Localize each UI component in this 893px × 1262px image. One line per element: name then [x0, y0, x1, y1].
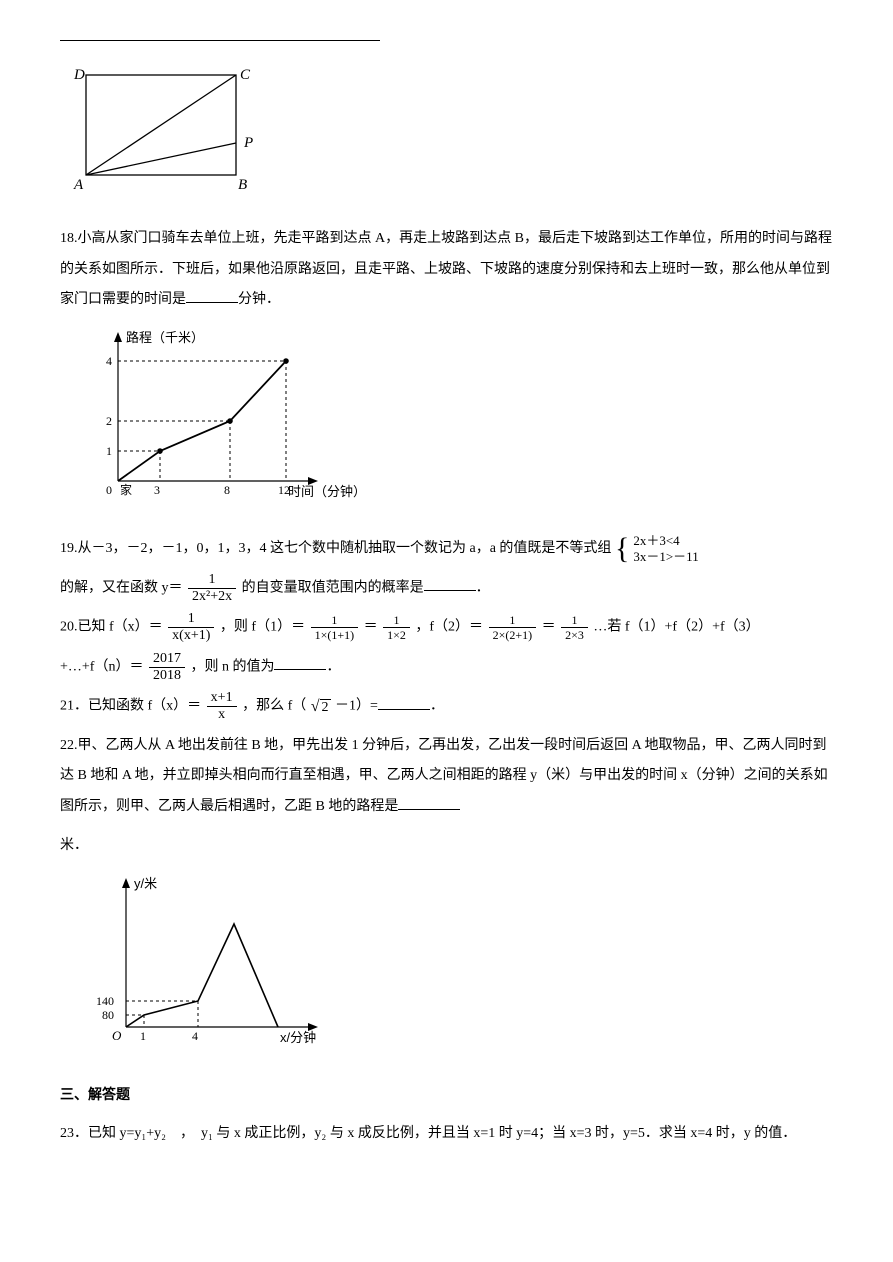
q18-ylabel: 路程（千米） [126, 330, 204, 345]
q22-tail-text: 米． [60, 838, 88, 853]
q20-line2b: ，则 n 的值为 [190, 659, 274, 674]
svg-text:4: 4 [192, 1029, 198, 1043]
svg-text:140: 140 [96, 994, 114, 1008]
q19-ineq-2: 3x－1>－11 [633, 549, 698, 565]
q21-pre: 21．已知函数 f（x）＝ [60, 699, 201, 714]
question-22-tail: 米． [60, 831, 833, 862]
q20-pre: 20.已知 f（x）＝ [60, 620, 163, 635]
label-C: C [240, 67, 251, 83]
label-P: P [243, 135, 253, 151]
q20-mid2: ，f（2）＝ [415, 620, 483, 635]
svg-text:3: 3 [154, 483, 160, 497]
rect-svg: D C P A B [66, 65, 261, 197]
q21-post: －1）= [335, 699, 378, 714]
label-A: A [73, 177, 84, 193]
q20-tail: ． [326, 659, 340, 674]
q20-f3: 11×2 [383, 614, 410, 641]
svg-text:4: 4 [106, 354, 112, 368]
q22-blank [398, 795, 460, 810]
q22-chart-svg: y/米 x/分钟 O 80 140 1 4 [78, 872, 348, 1052]
svg-text:8: 8 [224, 483, 230, 497]
q19-pre: 19.从－3，－2，－1，0，1，3，4 这七个数中随机抽取一个数记为 a，a … [60, 541, 611, 556]
q20-mid1: ，则 f（1）＝ [220, 620, 305, 635]
q21-tail: ． [430, 699, 444, 714]
svg-text:1: 1 [140, 1029, 146, 1043]
figure-rectangle-acbd: D C P A B [66, 65, 833, 210]
svg-text:12: 12 [278, 483, 290, 497]
q18-blank [186, 288, 238, 303]
q19-post: 的自变量取值范围内的概率是 [242, 580, 424, 595]
q18-chart-svg: 路程（千米） 时间（分钟） 0 家 1 2 4 3 8 12 [78, 326, 378, 506]
q20-line2a: +…+f（n）＝ [60, 659, 143, 674]
q20-eq2: ＝ [542, 620, 556, 635]
q20-dots: …若 f（1）+f（2）+f（3） [593, 620, 759, 635]
section-3-heading: 三、解答题 [60, 1079, 833, 1110]
q20-f6: 20172018 [149, 652, 185, 683]
q20-blank [274, 655, 326, 670]
q22-ylabel: y/米 [134, 876, 157, 891]
q20-f2: 11×(1+1) [311, 614, 359, 641]
q21-mid: ，那么 f（ [242, 699, 306, 714]
q19-inequality-system: { 2x＋3<4 3x－1>－11 [615, 533, 699, 564]
q21-blank [378, 694, 430, 709]
question-20-line2: +…+f（n）＝ 20172018 ，则 n 的值为 ． [60, 652, 833, 684]
header-rule [60, 40, 380, 41]
question-21: 21．已知函数 f（x）＝ x+1x ，那么 f（ √2 －1）= ． [60, 691, 833, 723]
label-B: B [238, 177, 247, 193]
question-19: 19.从－3，－2，－1，0，1，3，4 这七个数中随机抽取一个数记为 a，a … [60, 533, 833, 565]
question-19-line2: 的解，又在函数 y＝ 12x²+2x 的自变量取值范围内的概率是 ． [60, 573, 833, 605]
q18-text: 18.小高从家门口骑车去单位上班，先走平路到达点 A，再走上坡路到达点 B，最后… [60, 231, 832, 308]
question-20-line1: 20.已知 f（x）＝ 1x(x+1) ，则 f（1）＝ 11×(1+1) ＝ … [60, 612, 833, 644]
q18-xlabel: 时间（分钟） [288, 484, 366, 499]
q22-origin-O: O [112, 1028, 122, 1043]
q22-xlabel: x/分钟 [280, 1030, 316, 1045]
svg-text:2: 2 [106, 414, 112, 428]
question-23: 23．已知 y=y₁+y₂ ， y₁ 与 x 成正比例，y₂ 与 x 成反比例，… [60, 1119, 833, 1150]
q19-ineq-1: 2x＋3<4 [633, 533, 698, 549]
q20-eq1: ＝ [364, 620, 378, 635]
question-22: 22.甲、乙两人从 A 地出发前往 B 地，甲先出发 1 分钟后，乙再出发，乙出… [60, 731, 833, 823]
q18-post: 分钟． [238, 292, 280, 307]
figure-q18-chart: 路程（千米） 时间（分钟） 0 家 1 2 4 3 8 12 [78, 326, 833, 519]
figure-q22-chart: y/米 x/分钟 O 80 140 1 4 [78, 872, 833, 1065]
q19-blank [424, 576, 476, 591]
q18-origin-0: 0 [106, 483, 112, 497]
q20-f1: 1x(x+1) [168, 612, 214, 643]
svg-text:80: 80 [102, 1008, 114, 1022]
q21-frac: x+1x [207, 691, 237, 722]
q18-home: 家 [120, 482, 132, 497]
q20-f4: 12×(2+1) [489, 614, 537, 641]
q21-sqrt: √2 [311, 699, 331, 715]
q19-frac: 12x²+2x [188, 573, 236, 604]
question-18: 18.小高从家门口骑车去单位上班，先走平路到达点 A，再走上坡路到达点 B，最后… [60, 224, 833, 316]
label-D: D [73, 67, 85, 83]
q20-f5: 12×3 [561, 614, 588, 641]
q19-mid: 的解，又在函数 y＝ [60, 580, 183, 595]
q19-tail: ． [476, 580, 490, 595]
svg-text:1: 1 [106, 444, 112, 458]
